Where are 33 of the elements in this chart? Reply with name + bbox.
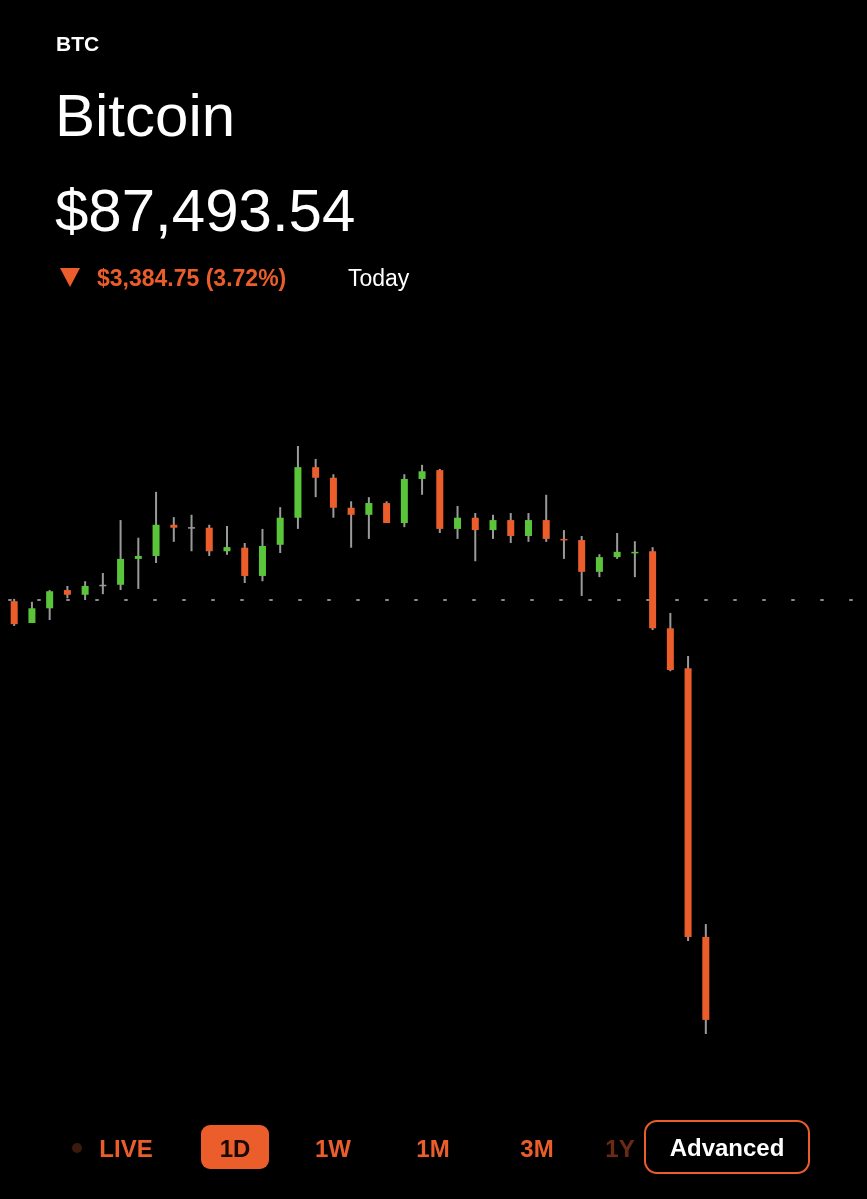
text: LIVE <box>99 1135 153 1162</box>
candlestick <box>81 580 89 602</box>
text: Today <box>348 265 410 291</box>
candlestick <box>489 513 497 540</box>
candlestick <box>312 457 320 499</box>
text: Advanced <box>669 1134 785 1161</box>
candlestick <box>595 553 603 579</box>
candlestick <box>471 512 479 563</box>
candlestick <box>205 523 213 557</box>
candlestick <box>10 597 18 627</box>
candlestick <box>46 589 54 622</box>
candlestick <box>170 516 178 543</box>
text: 1Y <box>605 1135 635 1162</box>
candlestick <box>613 532 621 560</box>
candlestick <box>188 513 196 553</box>
chart-subtitle: $87,493.54 <box>55 177 356 244</box>
text: 1D <box>219 1135 251 1162</box>
text: 1W <box>315 1135 352 1162</box>
candlestick <box>223 524 231 556</box>
text: $3,384.75 (3.72%) <box>97 265 287 291</box>
text: 1M <box>416 1135 450 1162</box>
text: 3M <box>520 1135 554 1162</box>
candlestick <box>347 500 355 549</box>
candlestick <box>542 493 550 543</box>
candlestick <box>507 512 515 545</box>
candlestick <box>28 600 36 624</box>
candlestick <box>524 512 532 543</box>
chart-title: Bitcoin <box>55 82 236 149</box>
candlestick <box>365 496 373 540</box>
candlestick <box>418 463 426 496</box>
text: BTC <box>56 32 100 55</box>
candlestick <box>134 536 142 590</box>
candlestick <box>454 504 462 540</box>
